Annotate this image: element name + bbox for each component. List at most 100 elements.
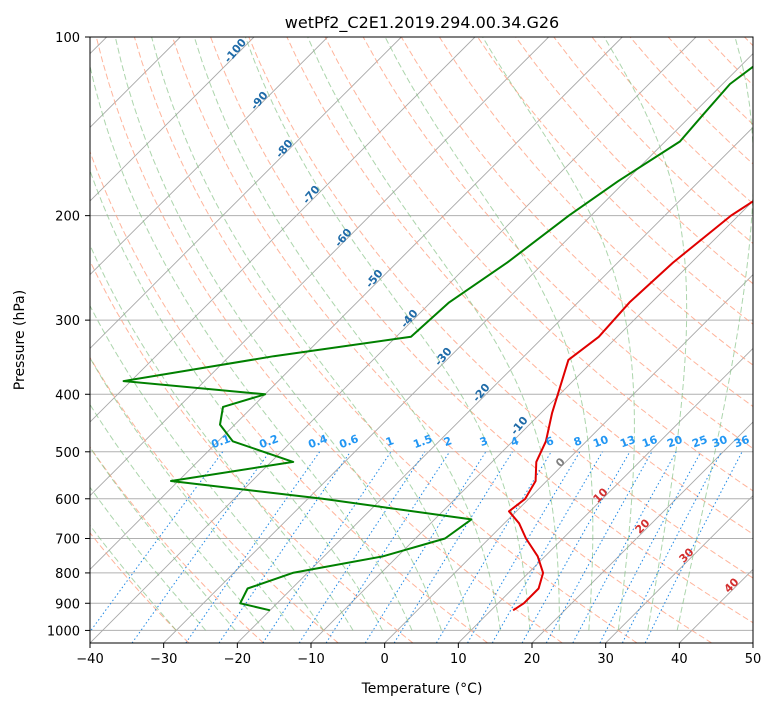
x-tick-label: 0 bbox=[381, 652, 389, 667]
moist-adiabat-line bbox=[90, 356, 295, 631]
x-tick-label: 20 bbox=[524, 652, 541, 667]
isotherm-line bbox=[531, 421, 753, 643]
y-tick-label: 200 bbox=[55, 210, 80, 225]
dry-adiabat-line bbox=[210, 37, 753, 624]
mixing-ratio-line bbox=[599, 451, 702, 643]
dry-adiabat-label: -10 bbox=[508, 414, 531, 438]
x-tick-label: 50 bbox=[745, 652, 762, 667]
moist-adiabat-line bbox=[603, 37, 688, 631]
dry-adiabat-line bbox=[90, 446, 264, 643]
moist-adiabat-label: 40 bbox=[722, 575, 742, 595]
y-tick-label: 700 bbox=[55, 533, 80, 548]
moist-adiabat-label: 10 bbox=[591, 485, 611, 505]
mixing-ratio-label: 13 bbox=[618, 433, 637, 450]
mixing-ratio-label: 8 bbox=[572, 434, 584, 449]
dry-adiabat-line bbox=[248, 37, 753, 579]
dry-adiabat-line bbox=[362, 37, 753, 450]
dry-adiabat-label: -40 bbox=[398, 307, 421, 331]
moist-adiabat-line bbox=[90, 524, 177, 631]
x-tick-label: 10 bbox=[450, 652, 467, 667]
dry-adiabat-line bbox=[400, 37, 753, 408]
mixing-ratio-label: 20 bbox=[665, 433, 684, 451]
x-tick-label: −10 bbox=[297, 652, 324, 667]
x-tick-label: 40 bbox=[671, 652, 688, 667]
x-axis-label: Temperature (°C) bbox=[361, 681, 483, 697]
isotherm-line bbox=[237, 126, 753, 643]
dry-adiabat-label: -30 bbox=[432, 345, 455, 369]
y-axis-label: Pressure (hPa) bbox=[12, 290, 28, 390]
moist-adiabat-label: 30 bbox=[677, 545, 697, 565]
moist-adiabat-line bbox=[676, 37, 753, 631]
dry-adiabat-label: -60 bbox=[332, 226, 355, 250]
isotherm-line bbox=[90, 37, 476, 423]
dry-adiabat-line bbox=[705, 37, 753, 86]
isotherm-line bbox=[90, 37, 255, 202]
moist-adiabat-line bbox=[151, 37, 472, 631]
moist-adiabat-line bbox=[482, 37, 635, 631]
dry-adiabat-label: -50 bbox=[363, 267, 386, 291]
moist-adiabat-line bbox=[90, 486, 207, 631]
dry-adiabat-line bbox=[477, 37, 753, 325]
isotherm-line bbox=[458, 347, 753, 643]
isotherm-line bbox=[90, 37, 402, 349]
isotherm-line bbox=[163, 53, 753, 643]
isotherm-line bbox=[90, 37, 549, 497]
mixing-ratio-line bbox=[298, 451, 426, 643]
y-tick-label: 900 bbox=[55, 597, 80, 612]
mixing-ratio-label: 1.5 bbox=[411, 432, 434, 451]
x-tick-label: −20 bbox=[224, 652, 251, 667]
dry-adiabat-line bbox=[90, 356, 339, 643]
mixing-ratio-line bbox=[572, 451, 677, 643]
dry-adiabat-line bbox=[172, 37, 712, 643]
dry-adiabat-line bbox=[438, 37, 753, 366]
isotherm-line bbox=[384, 274, 753, 643]
y-tick-label: 400 bbox=[55, 388, 80, 403]
mixing-ratio-line bbox=[364, 451, 487, 643]
dewpoint-profile-line bbox=[122, 65, 753, 612]
y-tick-label: 800 bbox=[55, 567, 80, 582]
mixing-ratio-label: 0.2 bbox=[257, 432, 280, 451]
isotherm-line bbox=[752, 642, 753, 643]
mixing-ratio-label: 3 bbox=[478, 434, 490, 449]
dry-adiabat-line bbox=[90, 150, 488, 643]
moist-adiabat-line bbox=[90, 169, 383, 631]
dry-adiabat-line bbox=[95, 37, 563, 643]
mixing-ratio-label: 30 bbox=[710, 433, 729, 451]
x-tick-label: −30 bbox=[150, 652, 177, 667]
dry-adiabat-label: -100 bbox=[221, 36, 249, 66]
mixing-ratio-line bbox=[218, 451, 351, 643]
moist-adiabat-line bbox=[90, 304, 325, 631]
x-tick-label: −40 bbox=[76, 652, 103, 667]
moist-adiabat-label: 20 bbox=[633, 516, 653, 536]
x-tick-label: 30 bbox=[597, 652, 614, 667]
dry-adiabat-line bbox=[90, 259, 414, 643]
mixing-ratio-line bbox=[90, 451, 224, 633]
mixing-ratio-label: 0.4 bbox=[306, 432, 329, 451]
y-tick-label: 500 bbox=[55, 446, 80, 461]
y-tick-label: 100 bbox=[55, 31, 80, 46]
mixing-ratio-line bbox=[545, 451, 653, 643]
mixing-ratio-label: 16 bbox=[640, 433, 659, 451]
chart-title: wetPf2_C2E1.2019.294.00.34.G26 bbox=[285, 13, 559, 33]
dry-adiabat-label: -20 bbox=[470, 381, 493, 405]
y-tick-label: 1000 bbox=[47, 624, 80, 639]
dry-adiabat-label: -70 bbox=[300, 183, 323, 207]
dry-adiabat-line bbox=[133, 37, 638, 643]
dry-adiabat-line bbox=[744, 37, 753, 47]
mixing-ratio-label: 4 bbox=[509, 434, 521, 449]
isotherm-line bbox=[90, 37, 328, 276]
moist-adiabat-line bbox=[114, 37, 442, 631]
moist-adiabat-line bbox=[384, 37, 594, 631]
moist-adiabat-line bbox=[90, 403, 265, 631]
dry-adiabat-line bbox=[90, 532, 190, 643]
mixing-ratio-label: 2 bbox=[442, 434, 454, 449]
y-tick-label: 300 bbox=[55, 314, 80, 329]
y-tick-label: 600 bbox=[55, 493, 80, 508]
mixing-ratio-label: 10 bbox=[591, 433, 610, 451]
mixing-ratio-line bbox=[435, 451, 552, 643]
dry-adiabat-line bbox=[553, 37, 753, 245]
moist-adiabat-line bbox=[90, 446, 236, 631]
mixing-ratio-label: 0.6 bbox=[337, 432, 360, 451]
isotherm-line bbox=[605, 495, 753, 643]
